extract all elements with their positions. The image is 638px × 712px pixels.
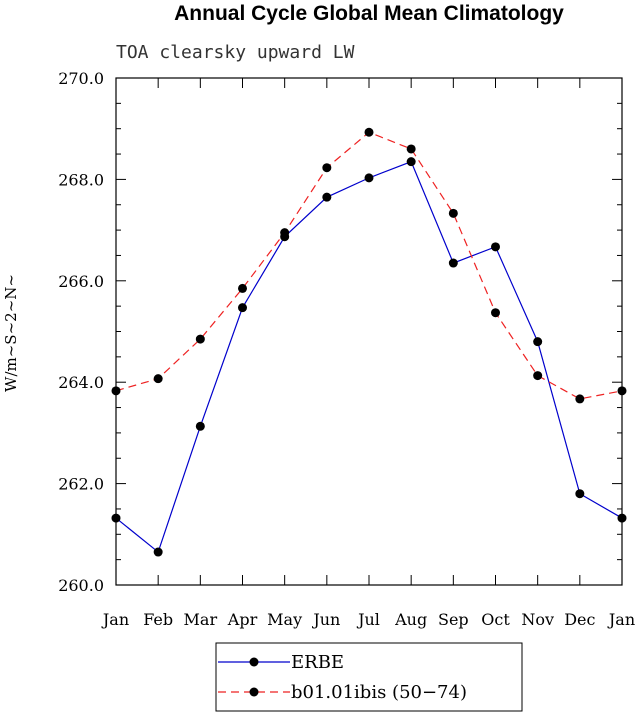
- chart-subtitle: TOA clearsky upward LW: [116, 42, 355, 63]
- x-tick-label: Jan: [607, 610, 635, 629]
- series-0-point: [322, 193, 331, 202]
- x-tick-label: Nov: [521, 610, 554, 629]
- series-1-point: [449, 209, 458, 218]
- series-1-point: [154, 374, 163, 383]
- series-0-point: [449, 259, 458, 268]
- series-1-point: [618, 386, 627, 395]
- y-tick-label: 270.0: [58, 69, 104, 88]
- y-tick-label: 266.0: [58, 272, 104, 291]
- x-tick-label: Dec: [564, 610, 595, 629]
- x-tick-label: Oct: [481, 610, 510, 629]
- legend-marker-model: [250, 688, 259, 697]
- series-1-point: [280, 228, 289, 237]
- legend: ERBE b01.01ibis (50−74): [216, 643, 522, 711]
- x-tick-label: Mar: [184, 610, 218, 629]
- x-tick-label: Apr: [227, 610, 258, 629]
- series-1-point: [533, 371, 542, 380]
- x-tick-label: Aug: [394, 610, 427, 629]
- legend-label-erbe: ERBE: [291, 652, 344, 673]
- x-tick-label: May: [267, 610, 302, 629]
- series-0-point: [112, 514, 121, 523]
- series-line-0: [116, 162, 622, 552]
- x-tick-label: Sep: [438, 610, 469, 629]
- chart: Annual Cycle Global Mean Climatology TOA…: [0, 0, 638, 712]
- series-0-point: [618, 514, 627, 523]
- y-tick-label: 268.0: [58, 170, 104, 189]
- series-line-1: [116, 132, 622, 399]
- x-tick-label: Jun: [311, 610, 340, 629]
- y-tick-label: 262.0: [58, 475, 104, 494]
- y-tick-label: 260.0: [58, 576, 104, 595]
- series-0-point: [491, 242, 500, 251]
- series-0-point: [407, 157, 416, 166]
- series-0-point: [575, 489, 584, 498]
- series-1-point: [322, 163, 331, 172]
- series-1-point: [112, 386, 121, 395]
- legend-marker-erbe: [250, 658, 259, 667]
- series-1-point: [196, 335, 205, 344]
- legend-label-model: b01.01ibis (50−74): [291, 682, 467, 703]
- series-1-point: [365, 128, 374, 137]
- series-0-point: [154, 548, 163, 557]
- x-axis: Jan Feb Mar Apr May Jun Jul Aug Sep Oct Nov Dec Jan: [101, 78, 635, 629]
- chart-title: Annual Cycle Global Mean Climatology: [174, 2, 564, 25]
- x-tick-label: Feb: [143, 610, 173, 629]
- plot-frame: [116, 78, 622, 585]
- y-axis-label: W/m~S~2~N~: [2, 274, 20, 392]
- y-axis: 260.0 262.0 264.0 266.0 268.0 270.0: [58, 69, 622, 595]
- series-1-point: [238, 284, 247, 293]
- x-tick-label: Jul: [356, 610, 380, 629]
- x-tick-label: Jan: [101, 610, 129, 629]
- series-0-point: [196, 422, 205, 431]
- y-tick-label: 264.0: [58, 373, 104, 392]
- series-1-point: [491, 308, 500, 317]
- series-0-point: [238, 303, 247, 312]
- series-layer: [112, 128, 627, 557]
- series-1-point: [575, 394, 584, 403]
- series-0-point: [533, 337, 542, 346]
- series-1-point: [407, 144, 416, 153]
- series-0-point: [365, 173, 374, 182]
